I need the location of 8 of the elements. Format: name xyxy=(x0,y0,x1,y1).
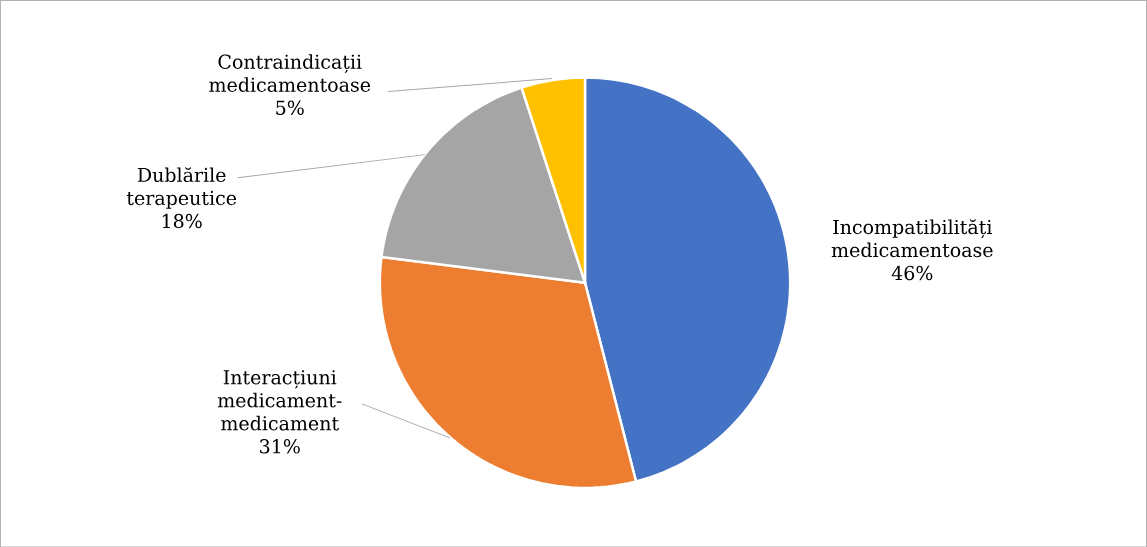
slice-label: Interacțiuni medicament-medicament xyxy=(217,369,342,431)
data-label: 31% xyxy=(260,438,300,454)
slice-label: Contraindicații medicamentoase xyxy=(209,53,371,92)
data-label: 46% xyxy=(891,265,933,280)
slice-label: Dublările terapeutice xyxy=(126,166,237,209)
data-label: 18% xyxy=(162,213,202,228)
data-label: 5% xyxy=(276,100,304,115)
slice-label: Incompatibilități medicamentoase xyxy=(831,218,993,257)
